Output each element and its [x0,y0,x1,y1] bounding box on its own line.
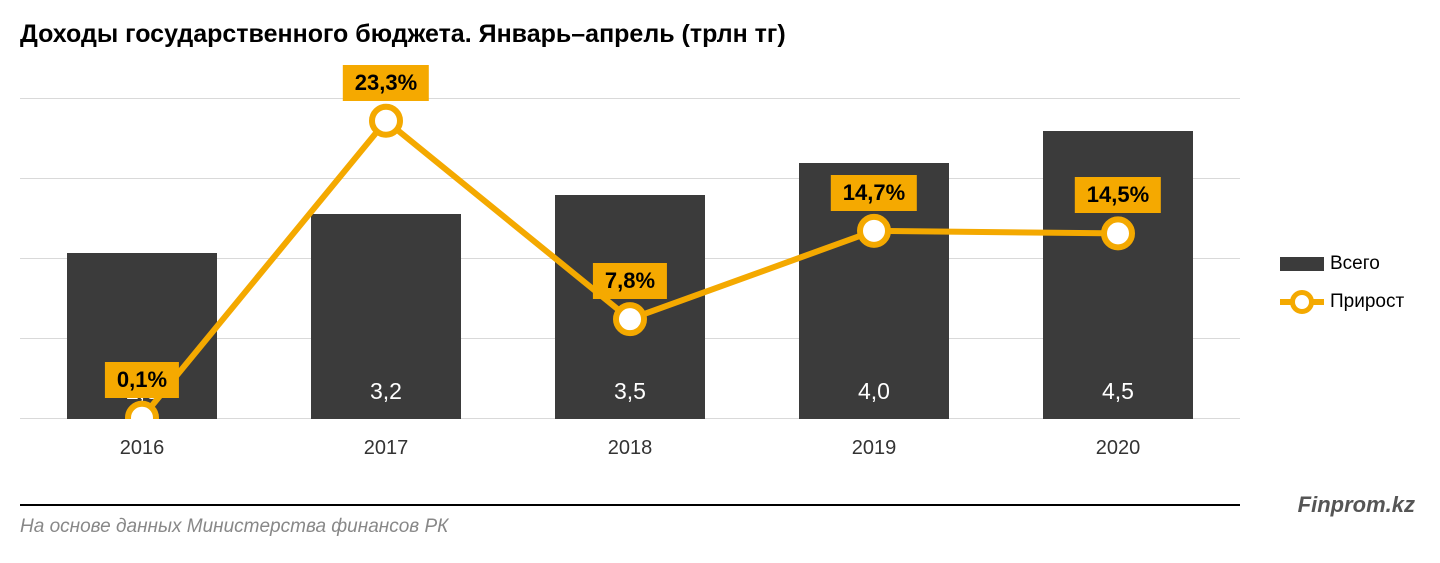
bars-layer: 2,620163,220173,520184,020194,52020 [20,99,1240,419]
x-axis-label: 2020 [1096,437,1141,460]
chart-area: 2,620163,220173,520184,020194,520200,1%2… [20,59,1240,479]
legend-bars-label: Всего [1330,253,1380,275]
source-note: На основе данных Министерства финансов Р… [20,516,1420,538]
bar-slot: 4,52020 [1043,131,1193,419]
bar-value: 3,5 [614,378,646,405]
bar: 3,5 [555,195,705,419]
chart-wrap: 2,620163,220173,520184,020194,520200,1%2… [20,59,1420,479]
chart-title: Доходы государственного бюджета. Январь–… [20,20,1420,49]
bar-value: 4,0 [858,378,890,405]
legend: Всего Прирост [1280,253,1404,329]
x-axis-label: 2018 [608,437,653,460]
legend-item-bars: Всего [1280,253,1404,275]
legend-line-swatch [1280,295,1324,309]
growth-label: 0,1% [105,362,179,398]
growth-label: 7,8% [593,263,667,299]
bar-value: 3,2 [370,378,402,405]
bottom-rule [20,504,1240,506]
legend-area: Всего Прирост [1240,59,1430,479]
legend-line-label: Прирост [1330,291,1404,313]
bar-slot: 3,52018 [555,195,705,419]
x-axis-label: 2019 [852,437,897,460]
bar: 4,5 [1043,131,1193,419]
x-axis-label: 2016 [120,437,165,460]
legend-bar-swatch [1280,257,1324,271]
bar: 3,2 [311,214,461,419]
x-axis-label: 2017 [364,437,409,460]
plot-region: 2,620163,220173,520184,020194,520200,1%2… [20,99,1240,419]
growth-label: 14,5% [1075,177,1161,213]
bar-slot: 3,22017 [311,214,461,419]
chart-container: Доходы государственного бюджета. Январь–… [0,0,1440,563]
watermark: Finprom.kz [1298,492,1415,518]
growth-label: 14,7% [831,175,917,211]
bar-value: 4,5 [1102,378,1134,405]
legend-item-line: Прирост [1280,291,1404,313]
growth-label: 23,3% [343,65,429,101]
